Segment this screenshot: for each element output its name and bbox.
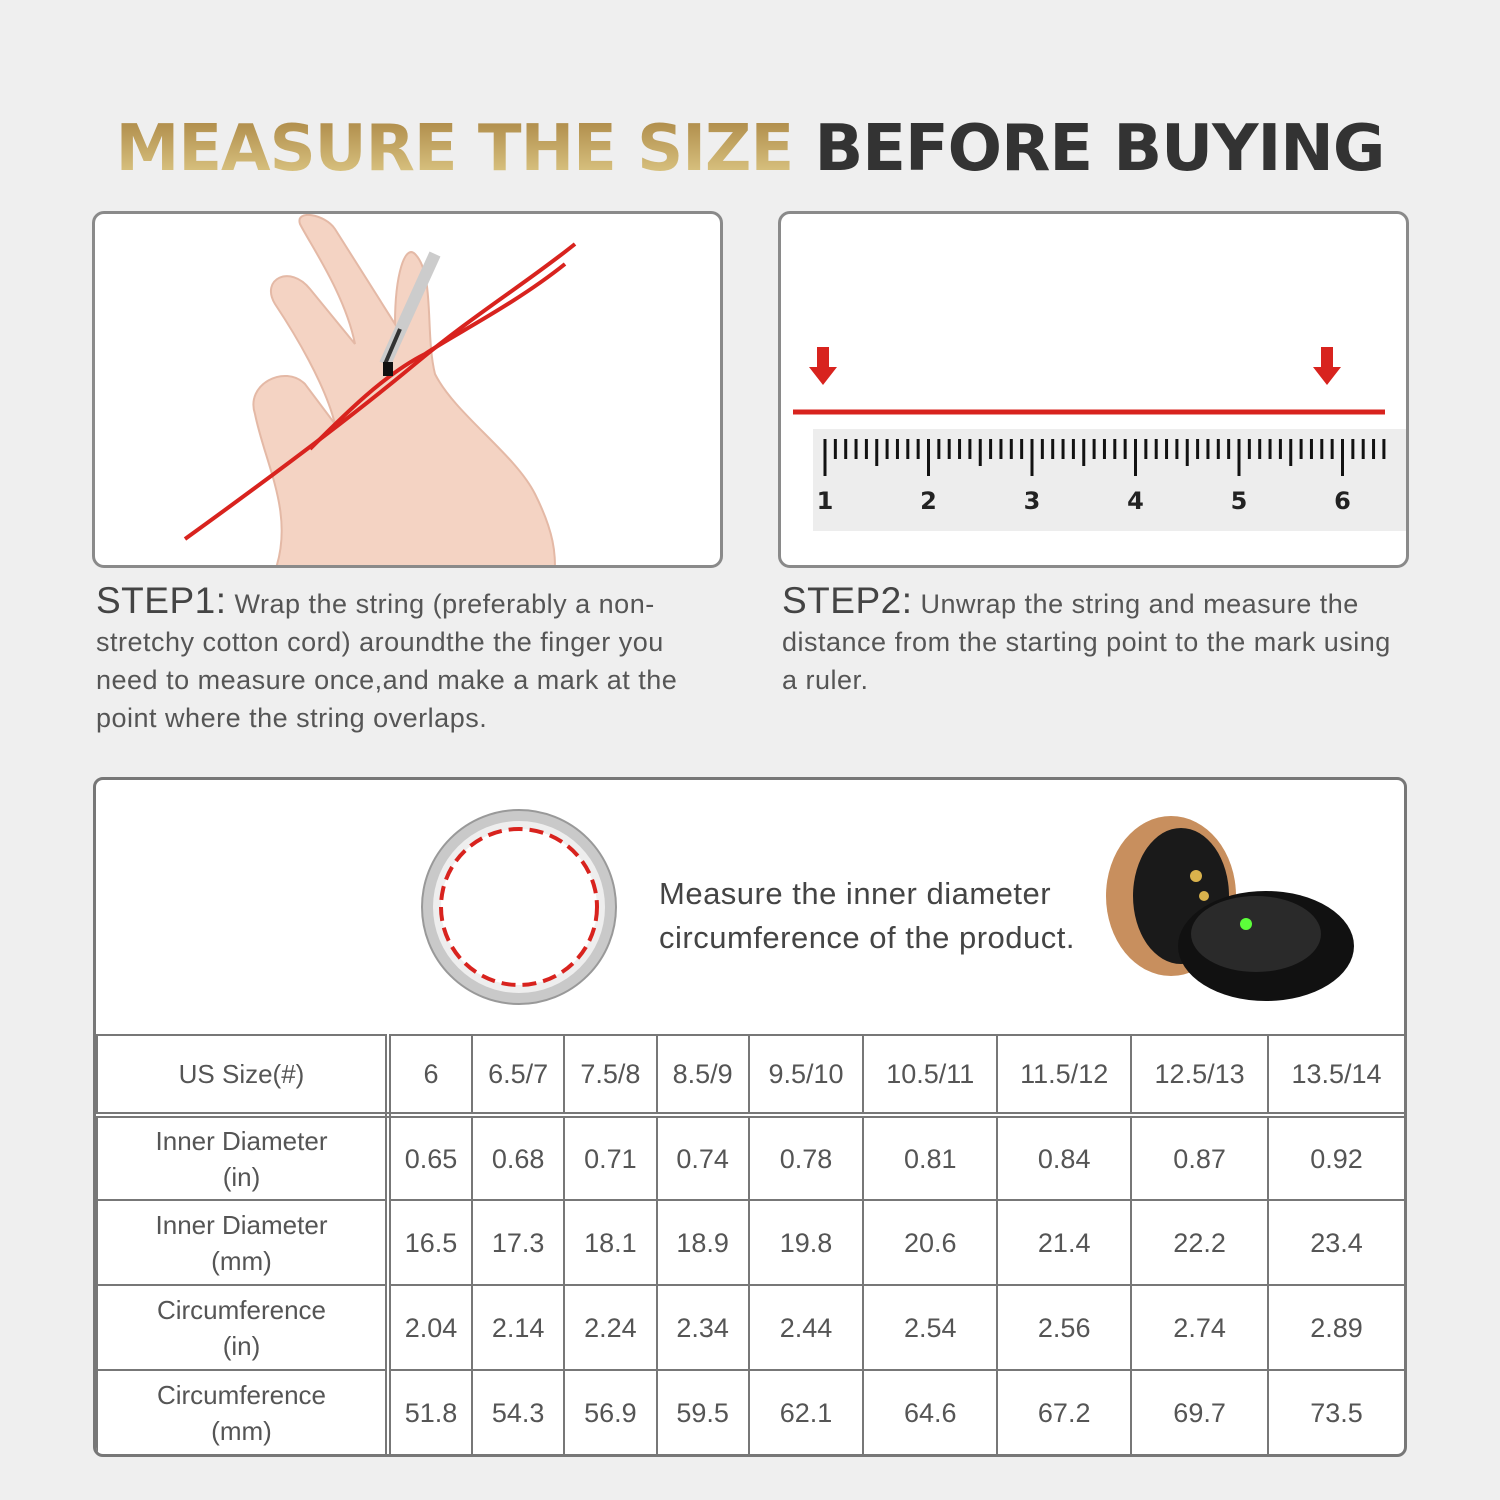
table-cell: 20.6 — [862, 1199, 999, 1286]
header-label: US Size(#) — [96, 1034, 391, 1118]
table-cell: 56.9 — [563, 1369, 658, 1454]
step2-illustration: 1 2 3 4 5 6 — [778, 211, 1409, 568]
row-label: Circumference (in) — [96, 1284, 391, 1371]
table-cell: 0.68 — [471, 1114, 566, 1201]
step1-instructions: STEP1: Wrap the string (preferably a non… — [96, 580, 678, 734]
table-cell: 0.87 — [1130, 1114, 1270, 1201]
table-row: Inner Diameter (mm) 16.5 17.3 18.1 18.9 19.8 20… — [96, 1199, 1404, 1286]
end-arrow-icon — [1313, 347, 1341, 385]
row-label-unit: (mm) — [211, 1245, 272, 1276]
step1-illustration — [92, 211, 723, 568]
table-cell: 59.5 — [655, 1369, 750, 1454]
size-header-cell: 11.5/12 — [996, 1034, 1133, 1118]
table-cell: 23.4 — [1267, 1199, 1404, 1286]
table-cell: 73.5 — [1267, 1369, 1404, 1454]
size-table: US Size(#) 6 6.5/7 7.5/8 8.5/9 9.5/10 10.5/11… — [96, 1034, 1404, 1454]
row-label: Circumference (mm) — [96, 1369, 391, 1454]
table-cell: 54.3 — [471, 1369, 566, 1454]
table-cell: 2.24 — [563, 1284, 658, 1371]
smart-ring-product-image — [1106, 816, 1354, 1001]
table-row: Circumference (in) 2.04 2.14 2.24 2.34 2.44 2.5… — [96, 1284, 1404, 1371]
step2-instructions: STEP2: Unwrap the string and measure the… — [782, 580, 1391, 696]
table-cell: 0.84 — [996, 1114, 1133, 1201]
table-cell: 22.2 — [1130, 1199, 1270, 1286]
table-cell: 2.14 — [471, 1284, 566, 1371]
table-cell: 2.34 — [655, 1284, 750, 1371]
size-header-cell: 9.5/10 — [747, 1034, 865, 1118]
ruler-number: 2 — [920, 487, 937, 515]
table-cell: 0.65 — [386, 1114, 474, 1201]
table-cell: 0.71 — [563, 1114, 658, 1201]
table-header-row: US Size(#) 6 6.5/7 7.5/8 8.5/9 9.5/10 10.5/11… — [96, 1034, 1404, 1118]
table-cell: 19.8 — [747, 1199, 865, 1286]
ruler-number: 6 — [1334, 487, 1351, 515]
table-cell: 2.56 — [996, 1284, 1133, 1371]
table-row: Circumference (mm) 51.8 54.3 56.9 59.5 62.1 64.… — [96, 1369, 1404, 1454]
table-cell: 21.4 — [996, 1199, 1133, 1286]
ruler-number: 3 — [1024, 487, 1041, 515]
row-label-line1: Circumference — [156, 1379, 327, 1410]
ring-cross-section-icon — [421, 809, 617, 1005]
measure-instruction: Measure the inner diameter circumference … — [659, 876, 1075, 955]
hand-with-string-illustration — [183, 214, 577, 565]
table-cell: 18.9 — [655, 1199, 750, 1286]
row-label-unit: (mm) — [211, 1415, 272, 1446]
table-cell: 18.1 — [563, 1199, 658, 1286]
size-header-cell: 10.5/11 — [862, 1034, 999, 1118]
table-cell: 17.3 — [471, 1199, 566, 1286]
size-header-cell: 12.5/13 — [1130, 1034, 1270, 1118]
page-title: MEASURE THE SIZE BEFORE BUYING — [115, 112, 1386, 186]
ruler-number: 5 — [1231, 487, 1248, 515]
row-label-line1: Inner Diameter — [155, 1125, 328, 1156]
row-label-unit: (in) — [222, 1330, 261, 1361]
row-label-line1: Circumference — [156, 1294, 327, 1325]
start-arrow-icon — [809, 347, 837, 385]
table-cell: 2.44 — [747, 1284, 865, 1371]
table-cell: 0.78 — [747, 1114, 865, 1201]
row-label: Inner Diameter (mm) — [96, 1199, 391, 1286]
table-cell: 0.81 — [862, 1114, 999, 1201]
table-row: Inner Diameter (in) 0.65 0.68 0.71 0.74 0.78 0.… — [96, 1114, 1404, 1201]
table-cell: 2.89 — [1267, 1284, 1404, 1371]
size-header-cell: 7.5/8 — [563, 1034, 658, 1118]
table-cell: 51.8 — [386, 1369, 474, 1454]
ruler-body — [813, 429, 1406, 531]
table-cell: 2.54 — [862, 1284, 999, 1371]
ruler-number: 1 — [817, 487, 834, 515]
ruler-number: 4 — [1127, 487, 1144, 515]
size-chart: Measure the inner diameter circumference … — [93, 777, 1407, 1457]
row-label-unit: (in) — [222, 1161, 261, 1192]
table-cell: 67.2 — [996, 1369, 1133, 1454]
table-cell: 2.74 — [1130, 1284, 1270, 1371]
table-cell: 0.92 — [1267, 1114, 1404, 1201]
table-cell: 16.5 — [386, 1199, 474, 1286]
size-header-cell: 8.5/9 — [655, 1034, 750, 1118]
table-cell: 64.6 — [862, 1369, 999, 1454]
size-header-cell: 6 — [386, 1034, 474, 1118]
table-cell: 69.7 — [1130, 1369, 1270, 1454]
ruler-illustration: 1 2 3 4 5 6 — [793, 347, 1406, 531]
row-label: Inner Diameter (in) — [96, 1114, 391, 1201]
size-header-cell: 13.5/14 — [1267, 1034, 1404, 1118]
table-cell: 62.1 — [747, 1369, 865, 1454]
table-cell: 0.74 — [655, 1114, 750, 1201]
table-cell: 2.04 — [386, 1284, 474, 1371]
size-header-cell: 6.5/7 — [471, 1034, 566, 1118]
row-label-line1: Inner Diameter — [155, 1209, 328, 1240]
